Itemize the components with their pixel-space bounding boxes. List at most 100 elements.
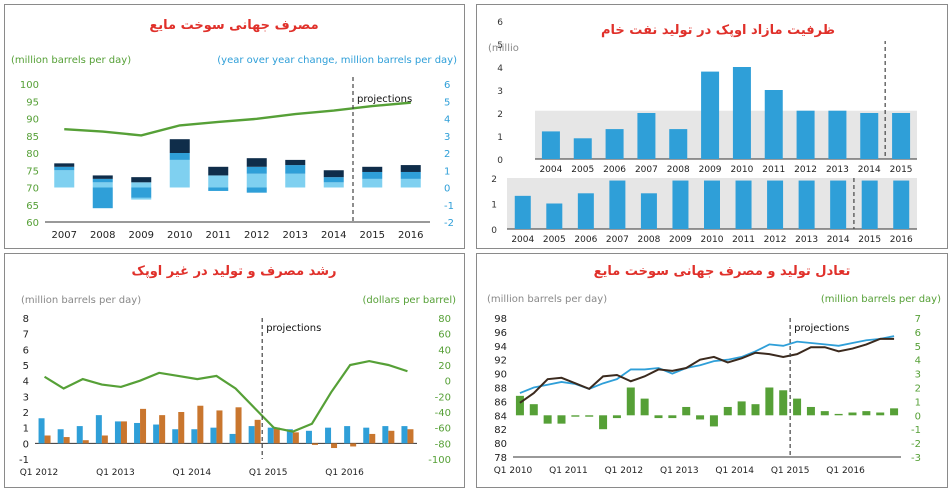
- balance-bar: [599, 415, 608, 430]
- right-tick-label: 0: [445, 377, 451, 388]
- bar-segment: [208, 166, 229, 176]
- projections-label: projections: [794, 323, 849, 334]
- bar: [861, 180, 878, 229]
- bar: [828, 110, 847, 159]
- bar-orange: [63, 437, 70, 444]
- right-axis-label: (million barrels per day): [821, 294, 941, 305]
- x-tick-label: Q1 2012: [20, 468, 59, 478]
- bar-segment: [246, 158, 267, 167]
- x-tick-label: 2013: [826, 165, 849, 175]
- x-tick-label: 2015: [858, 235, 881, 245]
- bar: [767, 180, 784, 229]
- balance-bar: [765, 387, 774, 416]
- consumption-line: [64, 101, 411, 137]
- bar-orange: [388, 430, 395, 444]
- bar-blue: [114, 421, 121, 444]
- y-tick-label: 0: [497, 156, 503, 166]
- x-tick-label: 2008: [667, 165, 690, 175]
- left-tick-label: 78: [494, 453, 507, 464]
- bar-segment: [131, 177, 152, 183]
- left-tick-label: 2: [23, 408, 29, 419]
- bar-orange: [331, 443, 338, 449]
- x-tick-label: 2012: [764, 235, 787, 245]
- left-tick-label: 92: [494, 356, 507, 367]
- y-tick-label: 2: [491, 175, 497, 185]
- bar: [577, 193, 594, 229]
- x-tick-label: 2014: [321, 230, 346, 241]
- x-tick-label: 2004: [539, 165, 562, 175]
- left-tick-label: 75: [26, 166, 39, 177]
- left-tick-label: 85: [26, 132, 39, 143]
- left-tick-label: 70: [26, 184, 39, 195]
- right-tick-label: 1: [444, 166, 450, 177]
- right-tick-label: 3: [444, 132, 450, 143]
- bar: [860, 113, 879, 159]
- x-tick-label: 2007: [635, 165, 658, 175]
- bar-blue: [267, 427, 274, 444]
- x-tick-label: 2015: [360, 230, 385, 241]
- left-axis-label: (million barrels per day): [21, 295, 141, 306]
- y-tick-label: 5: [497, 41, 503, 51]
- x-tick-label: 2009: [129, 230, 154, 241]
- left-tick-label: 100: [20, 80, 39, 91]
- bar-orange: [292, 432, 299, 444]
- left-tick-label: 82: [494, 425, 507, 436]
- bar: [640, 193, 657, 229]
- x-tick-label: 2007: [52, 230, 77, 241]
- bar-orange: [311, 443, 318, 445]
- balance-bar: [682, 406, 691, 416]
- balance-bar: [515, 395, 524, 416]
- x-tick-label: 2015: [890, 165, 913, 175]
- left-tick-label: 90: [26, 115, 39, 126]
- balance-bar: [529, 404, 538, 416]
- chart-world-consumption: مصرف جهانی سوخت مایع (million barrels pe…: [11, 18, 457, 241]
- x-tick-label: 2008: [637, 235, 660, 245]
- bar-segment: [246, 166, 267, 174]
- bar-orange: [159, 415, 166, 444]
- balance-bar: [876, 412, 885, 416]
- right-tick-label: -1: [911, 425, 921, 436]
- bar-orange: [216, 410, 223, 444]
- bar-segment: [246, 173, 267, 188]
- bar-orange: [197, 405, 204, 444]
- right-tick-label: -80: [435, 439, 451, 450]
- bar-segment: [54, 163, 75, 167]
- right-axis-label: (year over year change, million barrels …: [217, 55, 457, 66]
- price-line: [43, 359, 408, 433]
- bar-blue: [95, 415, 102, 444]
- bar-segment: [92, 178, 113, 183]
- right-tick-label: 6: [444, 80, 450, 91]
- bar-segment: [400, 171, 421, 179]
- right-tick-label: -3: [911, 453, 921, 464]
- bar-blue: [191, 429, 198, 444]
- x-tick-label: Q1 2014: [173, 468, 212, 478]
- balance-bar: [890, 408, 899, 416]
- bar-orange: [82, 440, 89, 444]
- bar: [764, 90, 783, 159]
- bar-segment: [246, 187, 267, 193]
- bar: [701, 71, 720, 159]
- bar-segment: [400, 178, 421, 188]
- x-tick-label: 2011: [762, 165, 785, 175]
- right-tick-label: -2: [444, 218, 454, 229]
- x-tick-label: 2011: [732, 235, 755, 245]
- right-tick-label: 0: [444, 184, 450, 195]
- x-tick-label: Q1 2010: [494, 466, 533, 476]
- bar-segment: [92, 175, 113, 179]
- bar: [672, 180, 689, 229]
- right-tick-label: 60: [438, 330, 451, 341]
- left-tick-label: 0: [23, 439, 29, 450]
- left-tick-label: 8: [23, 314, 29, 325]
- right-tick-label: 4: [915, 356, 921, 367]
- balance-bar: [696, 415, 705, 420]
- bar: [830, 180, 847, 229]
- balance-bar: [862, 411, 871, 416]
- balance-bar: [848, 412, 857, 416]
- y-tick-label: 3: [497, 87, 503, 97]
- left-axis-label: (million barrels per day): [487, 294, 607, 305]
- balance-bar: [571, 415, 580, 417]
- bar-blue: [248, 426, 255, 444]
- balance-bar: [806, 406, 815, 416]
- x-tick-label: 2009: [699, 165, 722, 175]
- right-tick-label: 2: [915, 384, 921, 395]
